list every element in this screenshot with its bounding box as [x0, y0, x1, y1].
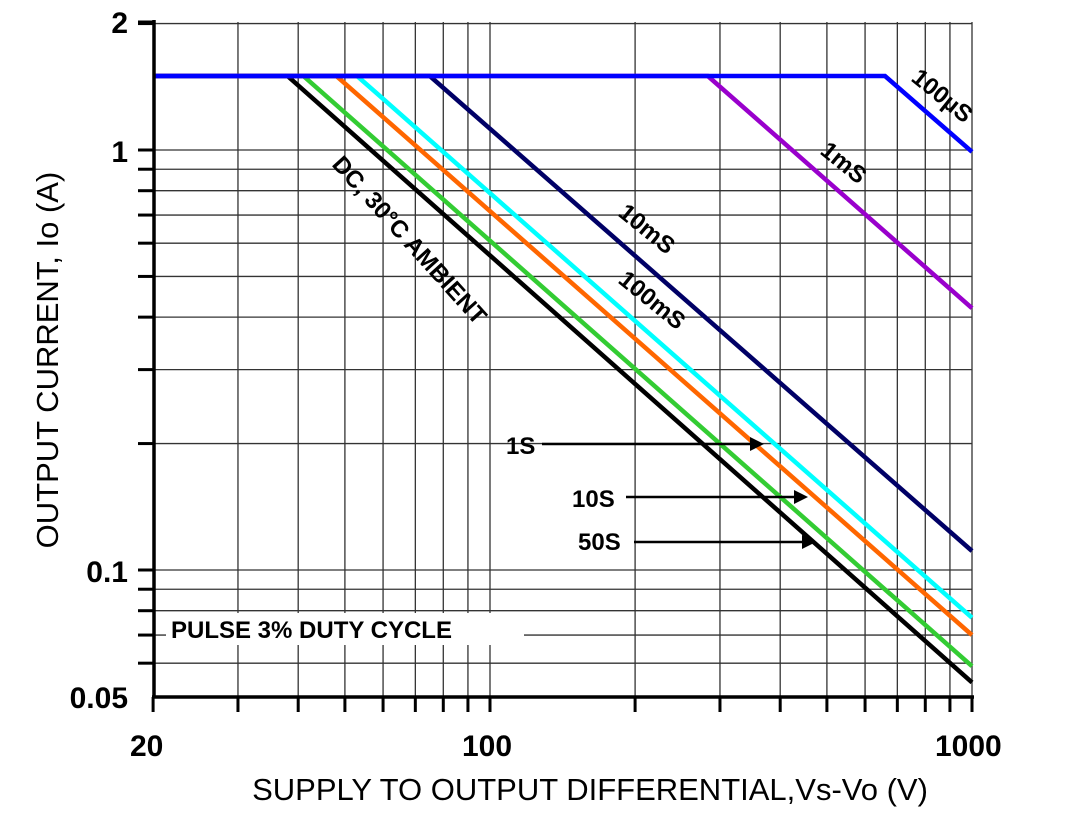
x-tick-1000: 1000 [935, 730, 1002, 763]
label-1s: 1S [506, 433, 535, 460]
curve-10ms [153, 73, 974, 553]
y-tick-0.1: 0.1 [86, 556, 128, 589]
grid [154, 22, 973, 697]
y-axis-title: OUTPUT CURRENT, Io (A) [30, 172, 65, 549]
arrow-1s: 1S [506, 433, 764, 460]
pulse-annotation: PULSE 3% DUTY CYCLE [171, 617, 452, 644]
label-dc-30c-ambient: DC, 30°C AMBIENT [327, 151, 492, 330]
axes [138, 20, 974, 699]
y-tick-1: 1 [111, 136, 128, 169]
y-tick-0.05: 0.05 [70, 682, 128, 715]
label-50s: 50S [578, 529, 621, 556]
y-tick-2: 2 [111, 7, 128, 40]
arrow-50s: 50S [578, 529, 816, 556]
annotation-bg [166, 613, 524, 645]
x-axis-title: SUPPLY TO OUTPUT DIFFERENTIAL,Vs-Vo (V) [252, 772, 928, 807]
label-10ms: 10mS [613, 199, 680, 260]
x-tick-20: 20 [130, 730, 163, 763]
label-100us: 100µS [906, 64, 977, 129]
label-1ms: 1mS [815, 137, 871, 190]
curves [153, 73, 974, 685]
curve-100-s [153, 73, 974, 154]
x-tick-100: 100 [462, 730, 512, 763]
label-10s: 10S [572, 486, 615, 513]
arrow-10s: 10S [572, 486, 808, 513]
axis-ticks [138, 22, 974, 712]
